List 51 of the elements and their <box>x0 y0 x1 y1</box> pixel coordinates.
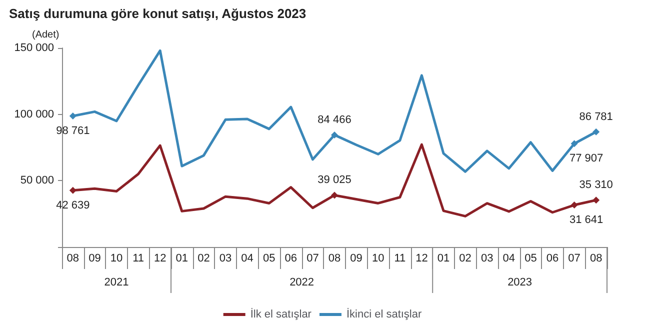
x-tick-label: 01 <box>176 252 188 264</box>
chart-title: Satış durumuna göre konut satışı, Ağustos 2023 <box>9 6 306 21</box>
y-tick-label: 50 000 <box>20 174 54 187</box>
point <box>69 186 76 194</box>
x-tick-label: 06 <box>284 252 298 264</box>
x-tick-label: 01 <box>437 252 450 264</box>
y-tick-label: 150 000 <box>14 42 54 54</box>
data-label: 77 907 <box>569 152 604 165</box>
legend-label: İlk el satışlar <box>250 308 312 320</box>
x-tick-label: 12 <box>154 252 166 264</box>
x-tick-label: 09 <box>350 252 362 264</box>
point <box>570 140 578 148</box>
x-tick-label: 07 <box>568 252 580 264</box>
point <box>331 131 338 138</box>
data-label: 98 761 <box>56 124 90 137</box>
data-label: 39 025 <box>318 174 352 186</box>
x-tick-label: 12 <box>416 252 428 264</box>
x-tick-label: 08 <box>328 252 341 264</box>
y-tick-label: 100 000 <box>14 108 54 120</box>
point <box>592 196 600 204</box>
x-tick-label: 03 <box>480 252 494 264</box>
text: 2021 <box>104 276 129 288</box>
y-axis-title: (Adet) <box>32 30 60 40</box>
point <box>592 128 600 136</box>
x-tick-label: 04 <box>502 252 516 264</box>
x-tick-label: 08 <box>590 252 602 264</box>
legend-label: İkinci el satışlar <box>346 308 422 320</box>
data-label: 31 641 <box>569 214 604 226</box>
x-tick-label: 11 <box>132 252 144 264</box>
x-tick-label: 05 <box>524 252 537 264</box>
x-tick-label: 06 <box>546 252 559 264</box>
data-label: 86 781 <box>579 110 613 123</box>
x-tick-label: 07 <box>306 252 319 264</box>
x-tick-label: 08 <box>66 252 80 264</box>
x-tick-label: 02 <box>459 252 472 264</box>
text: 2022 <box>290 276 314 288</box>
x-tick-label: 10 <box>372 252 384 264</box>
x-tick-label: 04 <box>241 252 254 264</box>
data-label: 84 466 <box>318 114 352 126</box>
x-tick-label: 03 <box>219 252 232 264</box>
x-tick-label: 09 <box>88 252 101 264</box>
point <box>69 112 76 120</box>
data-label: 42 639 <box>56 199 90 212</box>
data-label: 35 310 <box>579 179 613 192</box>
x-tick-label: 10 <box>110 252 123 264</box>
x-tick-label: 05 <box>262 252 276 264</box>
point <box>331 192 338 199</box>
x-tick-label: 11 <box>394 252 406 264</box>
text: 2023 <box>508 276 532 288</box>
point <box>570 202 578 209</box>
x-tick-label: 02 <box>198 252 210 264</box>
